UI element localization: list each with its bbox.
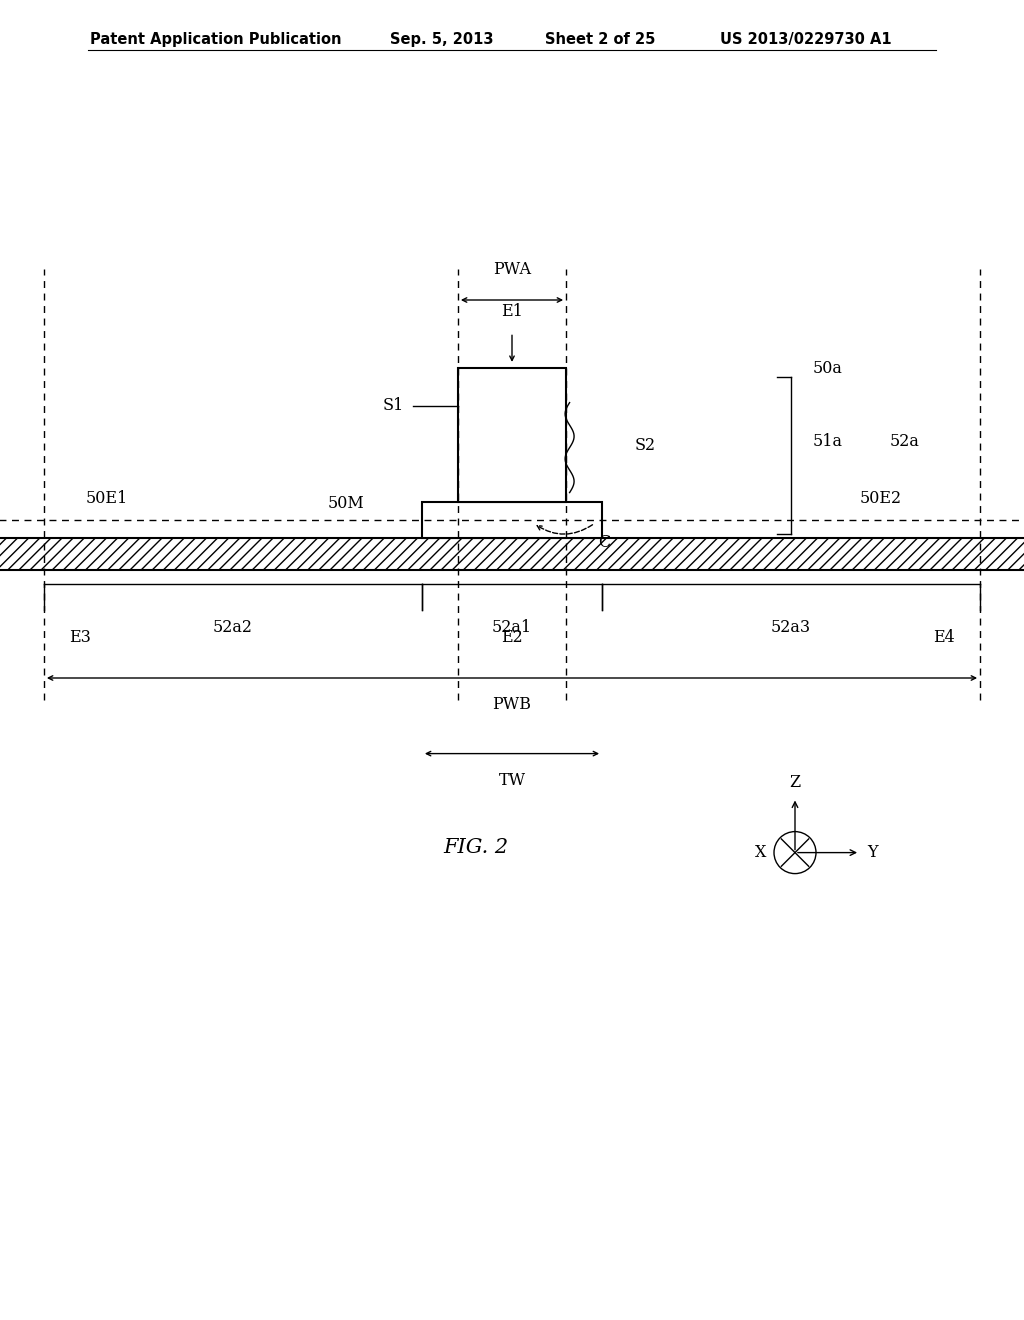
Text: 51a: 51a — [813, 433, 843, 450]
Bar — [458, 368, 566, 502]
Bar — [0, 537, 1024, 570]
Text: 50a: 50a — [813, 360, 843, 378]
Text: C: C — [598, 535, 610, 550]
Text: Sep. 5, 2013: Sep. 5, 2013 — [390, 32, 494, 48]
Bar — [422, 502, 602, 537]
Text: E1: E1 — [501, 302, 523, 319]
Text: X: X — [755, 843, 766, 861]
Text: FIG. 2: FIG. 2 — [443, 838, 509, 857]
Text: 52a2: 52a2 — [213, 619, 253, 636]
Text: PWA: PWA — [493, 261, 531, 279]
Text: Y: Y — [867, 843, 878, 861]
Text: Sheet 2 of 25: Sheet 2 of 25 — [545, 32, 655, 48]
Text: 50E2: 50E2 — [860, 490, 902, 507]
Text: 52a3: 52a3 — [771, 619, 811, 636]
Text: E4: E4 — [933, 630, 954, 647]
Text: 50M: 50M — [328, 495, 365, 512]
Text: PWB: PWB — [493, 696, 531, 713]
Text: 52a: 52a — [890, 433, 920, 450]
Text: E3: E3 — [69, 630, 91, 647]
Text: Z: Z — [790, 774, 801, 791]
Text: 52a1: 52a1 — [492, 619, 532, 636]
Text: 50E1: 50E1 — [86, 490, 128, 507]
Text: TW: TW — [499, 772, 525, 788]
Text: US 2013/0229730 A1: US 2013/0229730 A1 — [720, 32, 892, 48]
Text: Patent Application Publication: Patent Application Publication — [90, 32, 341, 48]
Text: S1: S1 — [383, 397, 404, 414]
Text: E2: E2 — [501, 630, 523, 647]
Text: S2: S2 — [635, 437, 655, 454]
